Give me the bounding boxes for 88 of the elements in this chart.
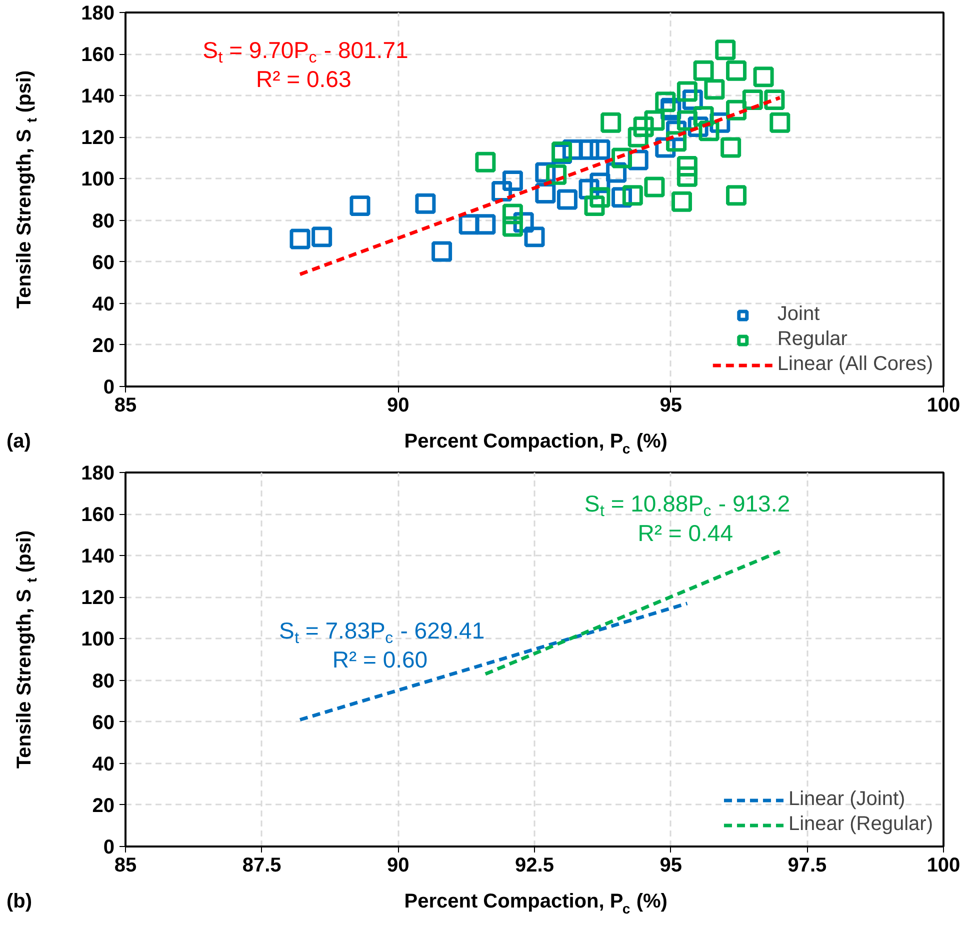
point xyxy=(676,166,698,187)
point xyxy=(415,193,436,214)
point xyxy=(715,40,736,60)
y-tick-label: 40 xyxy=(92,293,115,316)
y-axis-title: Tensile Strength, St (psi) xyxy=(14,70,40,309)
point xyxy=(612,148,632,168)
x-tick-label: 85 xyxy=(114,394,137,416)
x-tick-label: 85 xyxy=(114,854,137,876)
text: (a) xyxy=(6,430,31,452)
point xyxy=(628,126,648,148)
point xyxy=(458,214,480,235)
point xyxy=(590,139,610,160)
x-tick-label: 92.5 xyxy=(515,854,554,876)
point xyxy=(622,185,643,206)
point xyxy=(726,100,747,120)
x-tick-label: 95 xyxy=(660,394,682,416)
point xyxy=(350,195,370,216)
y-tick-label: 0 xyxy=(103,376,114,398)
point xyxy=(432,241,452,262)
point xyxy=(312,226,332,248)
annotation: R² = 0.44 xyxy=(638,520,734,546)
point xyxy=(475,152,496,172)
point xyxy=(612,187,632,208)
y-tick-label: 180 xyxy=(81,462,115,484)
y-tick-label: 40 xyxy=(92,753,115,776)
y-tick-label: 20 xyxy=(92,334,115,357)
y-tick-label: 60 xyxy=(92,252,115,274)
point xyxy=(644,110,665,131)
x-tick-label: 90 xyxy=(387,854,410,876)
y-tick-label: 100 xyxy=(81,168,115,191)
point xyxy=(753,66,774,88)
point xyxy=(556,189,578,210)
point xyxy=(693,60,714,81)
point xyxy=(764,90,785,110)
legend-label: Linear (Regular) xyxy=(788,813,933,836)
point xyxy=(726,60,747,81)
y-tick-label: 140 xyxy=(81,546,115,568)
x-tick-label: 90 xyxy=(387,394,410,416)
point xyxy=(600,112,622,133)
y-tick-label: 140 xyxy=(81,86,115,108)
point xyxy=(742,90,763,110)
legend-label: Regular xyxy=(777,328,848,351)
point xyxy=(578,139,600,160)
y-tick-label: 120 xyxy=(81,587,115,610)
legend-label: Linear (All Cores) xyxy=(777,353,933,376)
y-tick-label: 60 xyxy=(92,712,115,734)
y-axis-title: Tensile Strength, St (psi) xyxy=(14,530,40,769)
x-tick-label: 100 xyxy=(926,394,960,416)
x-tick-label: 87.5 xyxy=(242,854,282,876)
y-tick-label: 20 xyxy=(92,794,115,817)
point xyxy=(502,170,523,192)
y-tick-label: 80 xyxy=(92,210,115,232)
point xyxy=(584,195,605,216)
point xyxy=(475,214,496,235)
y-tick-label: 0 xyxy=(103,836,114,858)
y-tick-label: 160 xyxy=(81,504,115,526)
point xyxy=(606,162,627,183)
legend-label: Linear (Joint) xyxy=(788,788,906,811)
point xyxy=(502,216,523,237)
y-tick-label: 80 xyxy=(92,670,115,692)
point xyxy=(720,137,742,158)
point xyxy=(655,92,676,112)
point xyxy=(633,116,654,138)
point xyxy=(676,81,698,102)
point xyxy=(770,112,790,133)
x-tick-label: 100 xyxy=(926,854,960,876)
point xyxy=(671,191,692,212)
y-tick-label: 180 xyxy=(81,2,115,24)
point xyxy=(590,187,610,208)
point xyxy=(524,226,545,248)
y-tick-label: 100 xyxy=(81,628,115,651)
point xyxy=(546,164,567,185)
point xyxy=(698,120,720,142)
point xyxy=(644,176,665,198)
point xyxy=(562,139,583,160)
point xyxy=(676,156,698,177)
y-tick-label: 120 xyxy=(81,127,115,150)
y-tick-label: 160 xyxy=(81,44,115,66)
point xyxy=(726,185,747,206)
point xyxy=(704,79,725,100)
x-tick-label: 97.5 xyxy=(788,854,827,876)
text: (b) xyxy=(6,890,32,912)
x-tick-label: 95 xyxy=(660,854,682,876)
annotation: R² = 0.63 xyxy=(256,66,352,92)
annotation: R² = 0.60 xyxy=(332,646,428,672)
legend-label: Joint xyxy=(777,303,820,326)
point xyxy=(502,204,523,224)
point xyxy=(290,228,310,250)
